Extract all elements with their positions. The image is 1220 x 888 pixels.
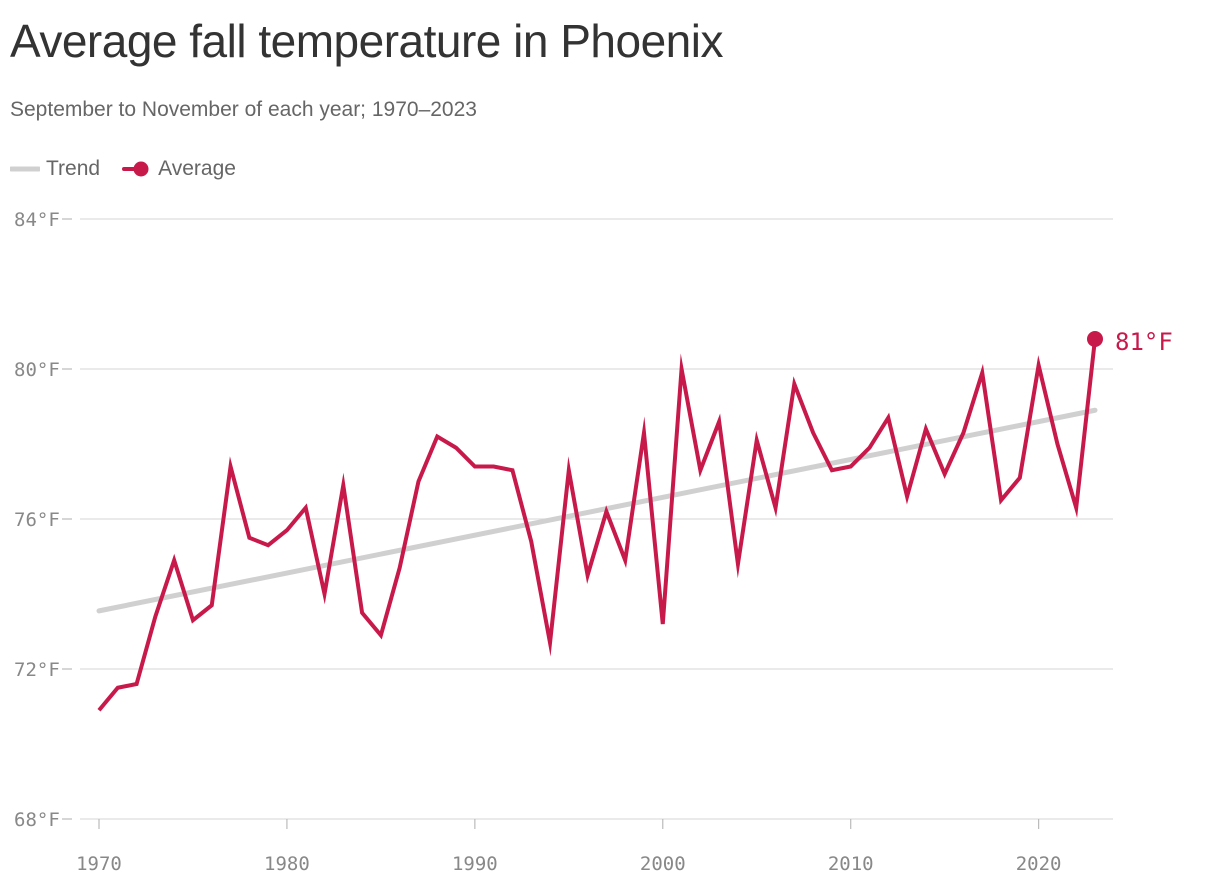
grid-lines: [62, 218, 1113, 820]
trend-line: [96, 407, 1098, 614]
legend-item-trend: Trend: [10, 156, 100, 182]
chart-subtitle: September to November of each year; 1970…: [10, 98, 477, 121]
end-label-group: 81°F: [1115, 328, 1173, 356]
x-tick-label: 1970: [76, 853, 122, 875]
latest-value-label: 81°F: [1115, 328, 1173, 356]
latest-point: [1087, 331, 1103, 347]
y-tick-label: 80°F: [14, 359, 60, 381]
x-axis: 1970 1980 1990 2000 2010 2020: [76, 819, 1062, 875]
x-tick-label: 2020: [1016, 853, 1062, 875]
y-tick-label: 68°F: [14, 809, 60, 831]
legend-item-average: Average: [122, 156, 236, 182]
legend-label-trend: Trend: [46, 157, 101, 180]
average-line: [97, 338, 1097, 712]
x-tick-label: 1990: [452, 853, 498, 875]
trend-legend-icon: [10, 166, 40, 172]
y-axis-labels: 68°F 72°F 76°F 80°F 84°F: [14, 209, 60, 831]
x-tick-label: 1980: [264, 853, 310, 875]
y-tick-label: 76°F: [14, 509, 60, 531]
y-tick-label: 84°F: [14, 209, 60, 231]
trend-line-group: [96, 407, 1098, 614]
average-line-group: [97, 338, 1097, 712]
y-tick-label: 72°F: [14, 659, 60, 681]
chart-title: Average fall temperature in Phoenix: [10, 15, 723, 67]
average-points: [98, 331, 1103, 711]
legend: Trend Average: [10, 156, 258, 182]
x-tick-label: 2010: [828, 853, 874, 875]
average-legend-icon: [122, 161, 149, 177]
x-tick-label: 2000: [640, 853, 686, 875]
legend-label-average: Average: [158, 157, 236, 180]
